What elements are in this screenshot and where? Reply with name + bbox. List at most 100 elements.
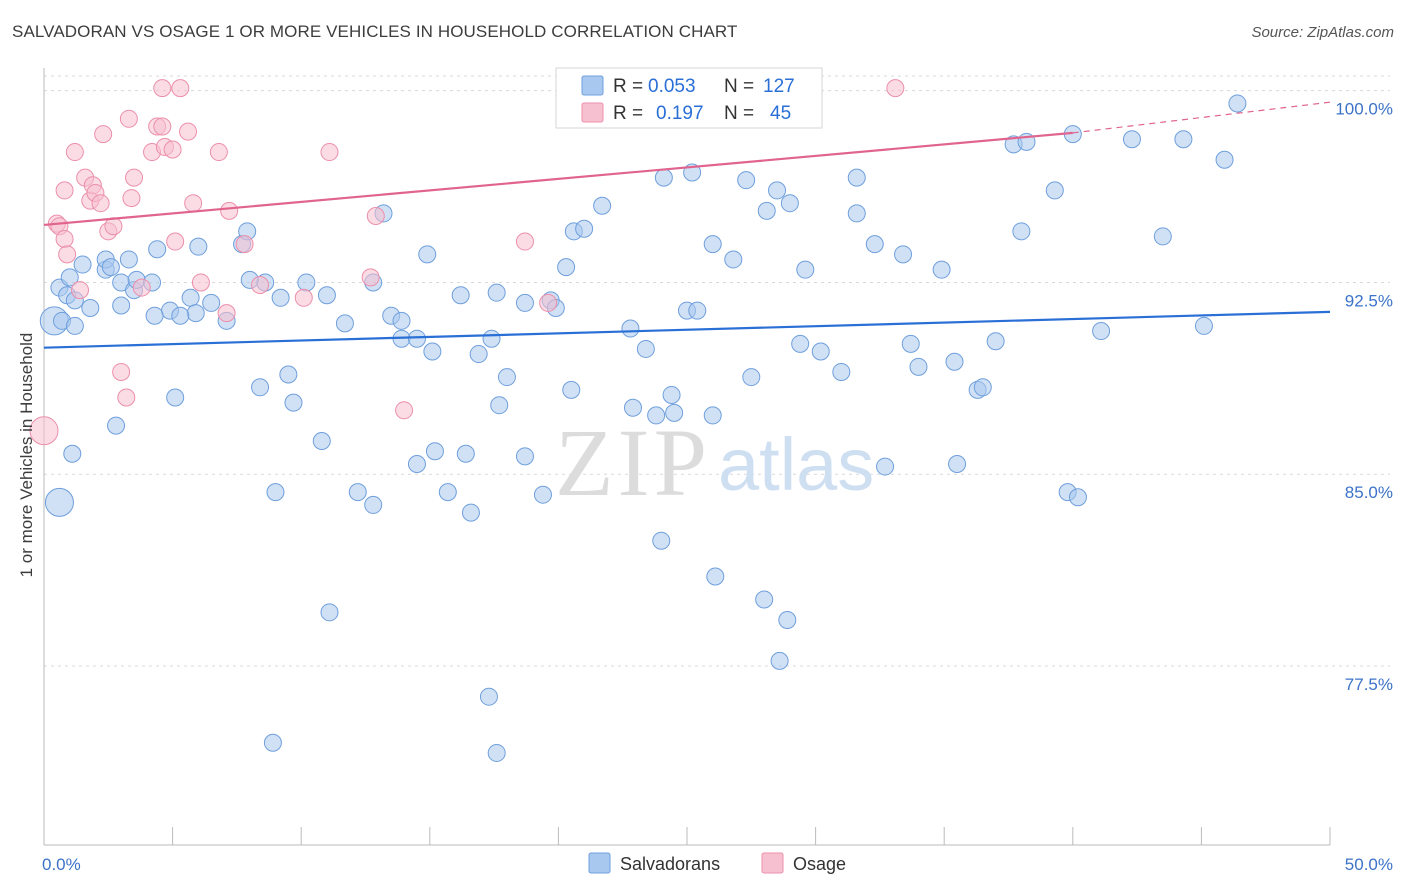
salvadoran-point: [796, 260, 815, 279]
osage-point: [153, 79, 172, 98]
salvadoran-point: [469, 345, 488, 364]
osage-point: [91, 194, 110, 213]
salvadoran-point: [490, 396, 509, 415]
salvadoran-point: [186, 304, 205, 323]
salvadoran-point: [654, 168, 673, 187]
salvadoran-point: [479, 687, 498, 706]
osage-point: [29, 416, 59, 446]
salvadoran-point: [1122, 130, 1141, 149]
osage-point: [366, 206, 385, 225]
salvadoran-point: [101, 258, 120, 277]
salvadoran-point: [847, 204, 866, 223]
salvadoran-point: [251, 378, 270, 397]
salvadoran-point: [145, 306, 164, 325]
legend-r-value-1: 0.053: [648, 76, 696, 97]
salvadoran-point: [364, 495, 383, 514]
salvadoran-point: [901, 334, 920, 353]
salvadoran-point: [665, 403, 684, 422]
salvadoran-point: [1215, 150, 1234, 169]
salvadoran-point: [688, 301, 707, 320]
osage-point: [361, 268, 380, 287]
salvadoran-point: [202, 293, 221, 312]
x-tick-labels: 0.0% 50.0%: [42, 855, 1393, 874]
salvadoran-point: [107, 416, 126, 435]
salvadorans-points: [39, 94, 1247, 762]
salvadoran-point: [461, 503, 480, 522]
salvadoran-point: [271, 288, 290, 307]
salvadoran-point: [755, 590, 774, 609]
salvadoran-point: [112, 296, 131, 315]
legend-swatch-osage: [581, 102, 604, 123]
salvadoran-point: [811, 342, 830, 361]
bottom-legend: Salvadorans Osage: [588, 852, 846, 874]
watermark-zip: ZIP: [555, 409, 711, 516]
legend-r-label-2: R =: [613, 103, 643, 124]
osage-point: [251, 276, 270, 295]
y-tick-label: 92.5%: [1345, 291, 1393, 310]
salvadoran-point: [181, 288, 200, 307]
salvadoran-point: [44, 487, 74, 517]
watermark-atlas: atlas: [718, 423, 874, 506]
osage-point: [71, 281, 90, 300]
salvadoran-point: [636, 339, 655, 358]
salvadoran-point: [706, 567, 725, 586]
salvadoran-point: [562, 380, 581, 399]
salvadoran-point: [312, 431, 331, 450]
bottom-legend-swatch-osage: [761, 852, 784, 874]
salvadoran-point: [65, 316, 84, 335]
salvadoran-point: [1174, 130, 1193, 149]
osage-point: [184, 194, 203, 213]
salvadoran-point: [497, 368, 516, 387]
osage-point: [119, 109, 138, 128]
salvadoran-point: [63, 444, 82, 463]
trend-lines: [43, 101, 1331, 349]
axes: [43, 68, 1331, 846]
salvadoran-point: [647, 406, 666, 425]
osage-point: [235, 235, 254, 254]
salvadoran-point: [266, 483, 285, 502]
salvadoran-point: [909, 357, 928, 376]
salvadoran-point: [865, 235, 884, 254]
salvadoran-point: [425, 442, 444, 461]
legend-r-value-2: 0.197: [656, 103, 704, 124]
salvadoran-point: [894, 245, 913, 264]
salvadoran-point: [407, 455, 426, 474]
salvadoran-point: [986, 332, 1005, 351]
salvadoran-point: [778, 610, 797, 629]
salvadoran-point: [487, 743, 506, 762]
osage-point: [163, 140, 182, 159]
osage-point: [294, 288, 313, 307]
legend-swatch-salvadorans: [581, 75, 604, 96]
salvadoran-point: [945, 352, 964, 371]
salvadoran-point: [757, 201, 776, 220]
salvadoran-point: [1045, 181, 1064, 200]
salvadoran-point: [1153, 227, 1172, 246]
osage-trend-line: [43, 131, 1073, 227]
salvadoran-point: [171, 306, 190, 325]
salvadoran-point: [1228, 94, 1247, 113]
salvadoran-point: [1092, 322, 1111, 341]
salvadoran-point: [284, 393, 303, 412]
y-tick-label: 100.0%: [1335, 100, 1393, 119]
osage-point: [539, 293, 558, 312]
osage-point: [217, 304, 236, 323]
bottom-legend-osage: Osage: [793, 854, 846, 874]
salvadoran-point: [81, 299, 100, 318]
salvadoran-point: [621, 319, 640, 338]
osage-point: [886, 79, 905, 98]
salvadoran-point: [148, 240, 167, 259]
y-axis-label: 1 or more Vehicles in Household: [17, 333, 36, 578]
salvadoran-point: [438, 483, 457, 502]
chart-title: SALVADORAN VS OSAGE 1 OR MORE VEHICLES I…: [12, 22, 738, 41]
salvadoran-point: [593, 196, 612, 215]
y-tick-label: 85.0%: [1345, 483, 1393, 502]
salvadoran-point: [575, 219, 594, 238]
osage-point: [395, 401, 414, 420]
legend-r-label-1: R =: [613, 76, 643, 97]
osage-point: [191, 273, 210, 292]
salvadoran-point: [1194, 316, 1213, 335]
salvadoran-point: [1012, 222, 1031, 241]
salvadoran-point: [652, 531, 671, 550]
salvadoran-point: [533, 485, 552, 504]
salvadoran-point: [407, 329, 426, 348]
